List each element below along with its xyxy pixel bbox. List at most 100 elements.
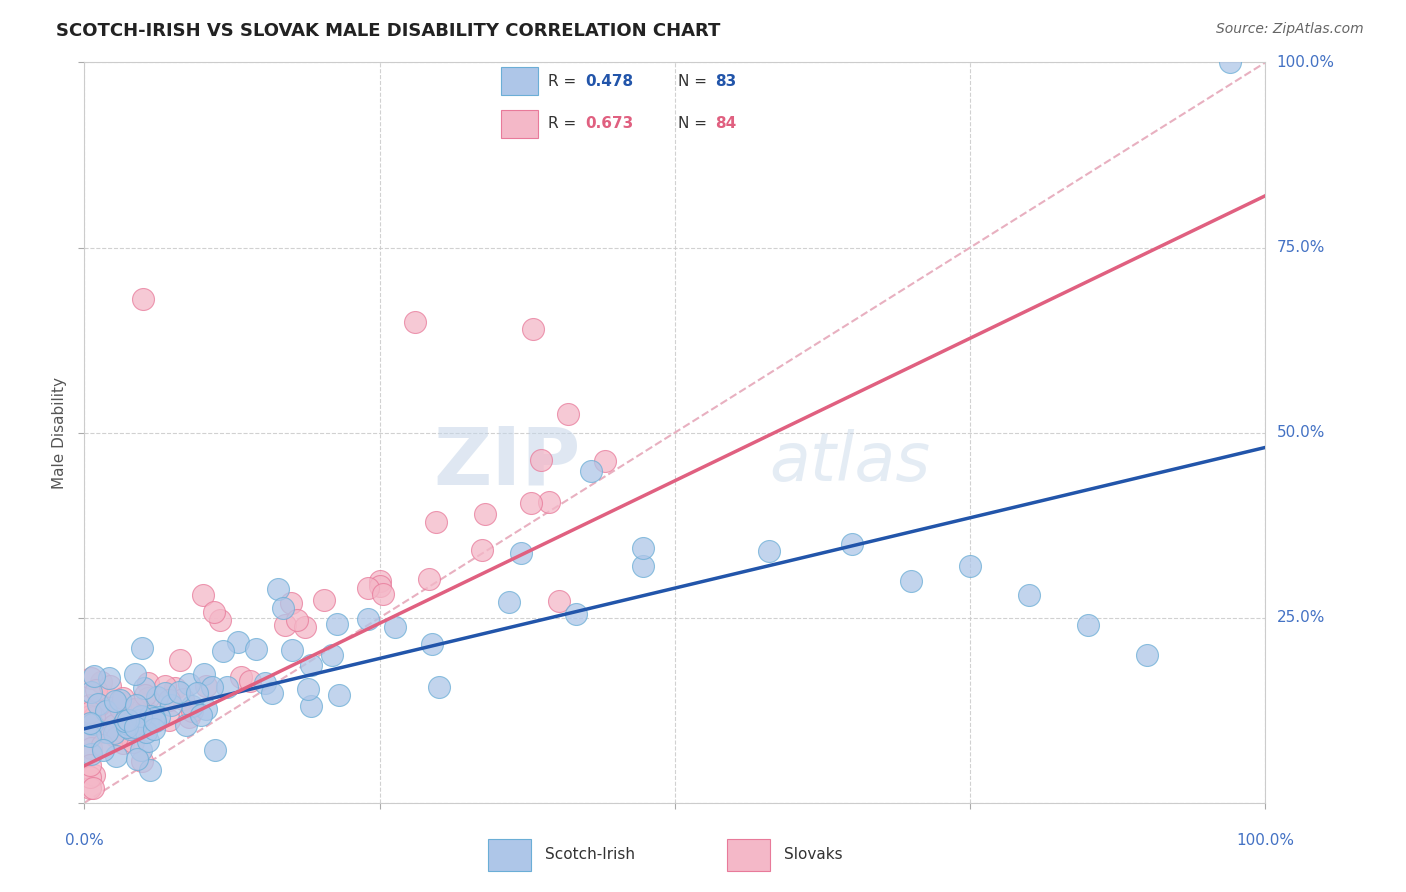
- Point: [226, 634, 249, 648]
- Point: [132, 710, 155, 724]
- Point: [79, 757, 101, 772]
- Point: [98, 720, 121, 734]
- Text: N =: N =: [678, 117, 711, 131]
- Point: [111, 696, 134, 710]
- Point: [368, 574, 391, 588]
- Point: [79, 770, 101, 784]
- Point: [146, 690, 169, 704]
- Point: [114, 726, 136, 740]
- Text: 50.0%: 50.0%: [1277, 425, 1324, 440]
- Point: [285, 613, 308, 627]
- Point: [84, 683, 107, 698]
- Point: [758, 544, 780, 558]
- Point: [267, 582, 290, 596]
- Point: [538, 495, 561, 509]
- Point: [153, 686, 176, 700]
- Point: [125, 698, 148, 712]
- Text: R =: R =: [548, 74, 581, 88]
- Point: [371, 587, 394, 601]
- Point: [128, 713, 150, 727]
- Point: [80, 685, 103, 699]
- Point: [114, 714, 136, 729]
- Point: [564, 607, 586, 621]
- Text: 0.673: 0.673: [585, 117, 633, 131]
- Text: Slovaks: Slovaks: [785, 847, 842, 862]
- Point: [202, 605, 225, 619]
- Point: [148, 710, 170, 724]
- Point: [193, 667, 215, 681]
- Point: [83, 710, 105, 724]
- Point: [139, 709, 162, 723]
- Point: [96, 725, 118, 739]
- Point: [110, 705, 132, 719]
- Point: [328, 688, 350, 702]
- Point: [129, 743, 152, 757]
- Point: [520, 495, 543, 509]
- Point: [159, 714, 181, 728]
- Point: [91, 743, 114, 757]
- Point: [280, 596, 302, 610]
- Point: [160, 698, 183, 712]
- Point: [262, 686, 284, 700]
- Point: [94, 704, 117, 718]
- Point: [180, 699, 202, 714]
- Text: atlas: atlas: [769, 429, 931, 495]
- Point: [195, 679, 218, 693]
- Point: [297, 682, 319, 697]
- Point: [425, 515, 447, 529]
- Point: [1219, 55, 1241, 70]
- Point: [180, 704, 202, 718]
- Point: [98, 671, 121, 685]
- Text: R =: R =: [548, 117, 581, 131]
- Point: [579, 464, 602, 478]
- Point: [229, 670, 252, 684]
- Point: [104, 694, 127, 708]
- Point: [90, 674, 112, 689]
- Point: [135, 705, 157, 719]
- Point: [314, 592, 336, 607]
- Point: [125, 752, 148, 766]
- Point: [132, 293, 155, 307]
- Point: [498, 595, 520, 609]
- Point: [80, 671, 103, 685]
- Point: [1077, 618, 1099, 632]
- Point: [631, 541, 654, 555]
- Point: [163, 681, 186, 695]
- FancyBboxPatch shape: [488, 839, 531, 871]
- Point: [254, 676, 277, 690]
- Point: [82, 780, 104, 795]
- Point: [136, 734, 159, 748]
- Point: [191, 588, 214, 602]
- Point: [510, 546, 533, 560]
- Point: [108, 701, 131, 715]
- Point: [471, 543, 494, 558]
- Text: 100.0%: 100.0%: [1277, 55, 1334, 70]
- Point: [86, 723, 108, 737]
- Point: [115, 712, 138, 726]
- Point: [1136, 648, 1159, 662]
- FancyBboxPatch shape: [727, 839, 770, 871]
- Point: [427, 680, 450, 694]
- Text: Scotch-Irish: Scotch-Irish: [546, 847, 636, 862]
- Point: [80, 717, 103, 731]
- Text: 100.0%: 100.0%: [1236, 833, 1295, 848]
- Point: [547, 594, 569, 608]
- Point: [204, 743, 226, 757]
- Point: [274, 617, 297, 632]
- Point: [111, 691, 134, 706]
- Point: [131, 708, 153, 723]
- Point: [404, 315, 426, 329]
- Point: [368, 579, 391, 593]
- Point: [80, 747, 103, 761]
- Text: 0.0%: 0.0%: [65, 833, 104, 848]
- Point: [143, 714, 166, 728]
- Point: [79, 780, 101, 795]
- Point: [1018, 589, 1040, 603]
- Point: [169, 653, 191, 667]
- Point: [631, 559, 654, 574]
- Point: [124, 667, 146, 681]
- Point: [201, 680, 224, 694]
- Point: [89, 698, 111, 712]
- Point: [239, 673, 262, 688]
- Text: N =: N =: [678, 74, 711, 88]
